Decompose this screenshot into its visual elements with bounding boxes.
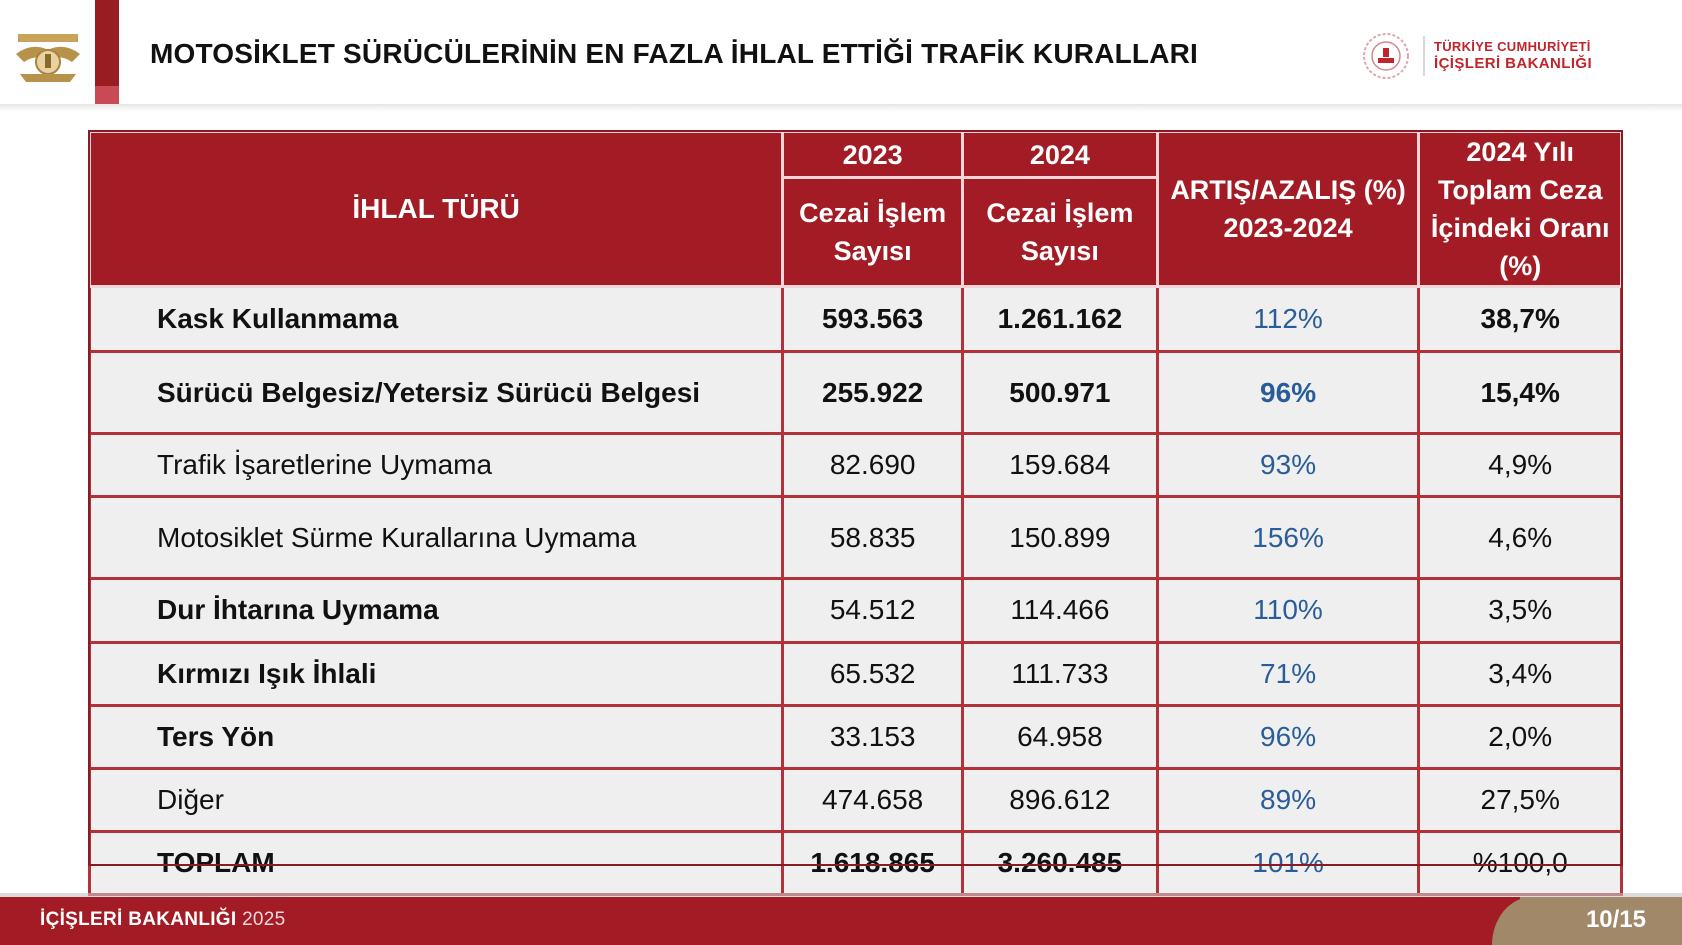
traffic-police-emblem-icon <box>16 34 80 82</box>
cell-change: 96% <box>1155 703 1421 770</box>
cell-2023: 33.153 <box>781 703 965 770</box>
header-year-2024: 2024 <box>961 130 1159 179</box>
ministry-line1: TÜRKİYE CUMHURİYETİ <box>1434 39 1591 54</box>
cell-share: 2,0% <box>1417 703 1623 770</box>
cell-change: 96% <box>1155 350 1421 436</box>
cell-2023: 82.690 <box>781 432 965 499</box>
cell-type: TOPLAM <box>87 829 785 897</box>
cell-2024: 114.466 <box>961 577 1159 644</box>
header-share: 2024 Yılı Toplam Ceza İçindeki Oranı (%) <box>1417 130 1623 288</box>
cell-type: Sürücü Belgesiz/Yetersiz Sürücü Belgesi <box>87 350 785 436</box>
cell-type: Trafik İşaretlerine Uymama <box>87 432 785 499</box>
header-violation-type: İHLAL TÜRÜ <box>87 130 785 288</box>
accent-bar <box>95 0 119 104</box>
table-row: Ters Yön 33.153 64.958 96% 2,0% <box>87 703 1623 770</box>
table-row: Sürücü Belgesiz/Yetersiz Sürücü Belgesi … <box>87 350 1623 436</box>
cell-change: 71% <box>1155 640 1421 707</box>
table-row: Motosiklet Sürme Kurallarına Uymama 58.8… <box>87 495 1623 581</box>
table-row: Trafik İşaretlerine Uymama 82.690 159.68… <box>87 432 1623 499</box>
cell-change: 93% <box>1155 432 1421 499</box>
ministry-seal-icon <box>1363 33 1409 79</box>
cell-type: Motosiklet Sürme Kurallarına Uymama <box>87 495 785 581</box>
header-count-2023: Cezai İşlem Sayısı <box>781 176 965 288</box>
header-year-2023: 2023 <box>781 130 965 179</box>
logo-divider <box>1423 36 1425 76</box>
cell-2024: 111.733 <box>961 640 1159 707</box>
page-indicator: 10/15 <box>1492 897 1682 945</box>
cell-2023: 65.532 <box>781 640 965 707</box>
cell-2024: 150.899 <box>961 495 1159 581</box>
cell-type: Ters Yön <box>87 703 785 770</box>
cell-2023: 593.563 <box>781 284 965 354</box>
footer-year: 2025 <box>242 909 286 930</box>
cell-2023: 58.835 <box>781 495 965 581</box>
ministry-line2: İÇİŞLERİ BAKANLIĞI <box>1434 55 1593 72</box>
cell-2024: 1.261.162 <box>961 284 1159 354</box>
footer-org-name: İÇİŞLERİ BAKANLIĞI <box>40 909 237 930</box>
header-change: ARTIŞ/AZALIŞ (%) 2023-2024 <box>1155 130 1421 288</box>
cell-2024: 3.260.485 <box>961 829 1159 897</box>
cell-2023: 1.618.865 <box>781 829 965 897</box>
cell-share: 27,5% <box>1417 766 1623 833</box>
cell-share: 15,4% <box>1417 350 1623 436</box>
cell-change: 112% <box>1155 284 1421 354</box>
cell-change: 110% <box>1155 577 1421 644</box>
cell-share: 4,6% <box>1417 495 1623 581</box>
cell-share: 3,4% <box>1417 640 1623 707</box>
cell-share: %100,0 <box>1417 829 1623 897</box>
cell-share: 4,9% <box>1417 432 1623 499</box>
cell-2024: 159.684 <box>961 432 1159 499</box>
cell-type: Diğer <box>87 766 785 833</box>
slide-header: MOTOSİKLET SÜRÜCÜLERİNİN EN FAZLA İHLAL … <box>0 0 1682 106</box>
cell-change: 89% <box>1155 766 1421 833</box>
header-count-2024: Cezai İşlem Sayısı <box>961 176 1159 288</box>
total-row: TOPLAM 1.618.865 3.260.485 101% %100,0 <box>87 829 1623 897</box>
slide-footer: İÇİŞLERİ BAKANLIĞI 2025 10/15 <box>0 897 1682 945</box>
header-divider <box>0 104 1682 112</box>
cell-type: Dur İhtarına Uymama <box>87 577 785 644</box>
cell-2023: 255.922 <box>781 350 965 436</box>
cell-2023: 474.658 <box>781 766 965 833</box>
cell-2024: 896.612 <box>961 766 1159 833</box>
page-title: MOTOSİKLET SÜRÜCÜLERİNİN EN FAZLA İHLAL … <box>150 38 1199 69</box>
cell-share: 3,5% <box>1417 577 1623 644</box>
footer-divider <box>0 893 1682 897</box>
table-row: Kırmızı Işık İhlali 65.532 111.733 71% 3… <box>87 640 1623 707</box>
cell-change: 101% <box>1155 829 1421 897</box>
page-number: 10/15 <box>1585 906 1646 933</box>
cell-type: Kırmızı Işık İhlali <box>87 640 785 707</box>
table-row: Dur İhtarına Uymama 54.512 114.466 110% … <box>87 577 1623 644</box>
cell-change: 156% <box>1155 495 1421 581</box>
violations-table: İHLAL TÜRÜ 2023 2024 ARTIŞ/AZALIŞ (%) 20… <box>87 130 1623 897</box>
table-row: Diğer 474.658 896.612 89% 27,5% <box>87 766 1623 833</box>
cell-share: 38,7% <box>1417 284 1623 354</box>
cell-2023: 54.512 <box>781 577 965 644</box>
table-row: Kask Kullanmama 593.563 1.261.162 112% 3… <box>87 284 1623 354</box>
cell-2024: 500.971 <box>961 350 1159 436</box>
footer-org: İÇİŞLERİ BAKANLIĞI 2025 <box>40 909 286 931</box>
ministry-name: TÜRKİYE CUMHURİYETİ İÇİŞLERİ BAKANLIĞI <box>1434 38 1592 72</box>
cell-type: Kask Kullanmama <box>87 284 785 354</box>
cell-2024: 64.958 <box>961 703 1159 770</box>
